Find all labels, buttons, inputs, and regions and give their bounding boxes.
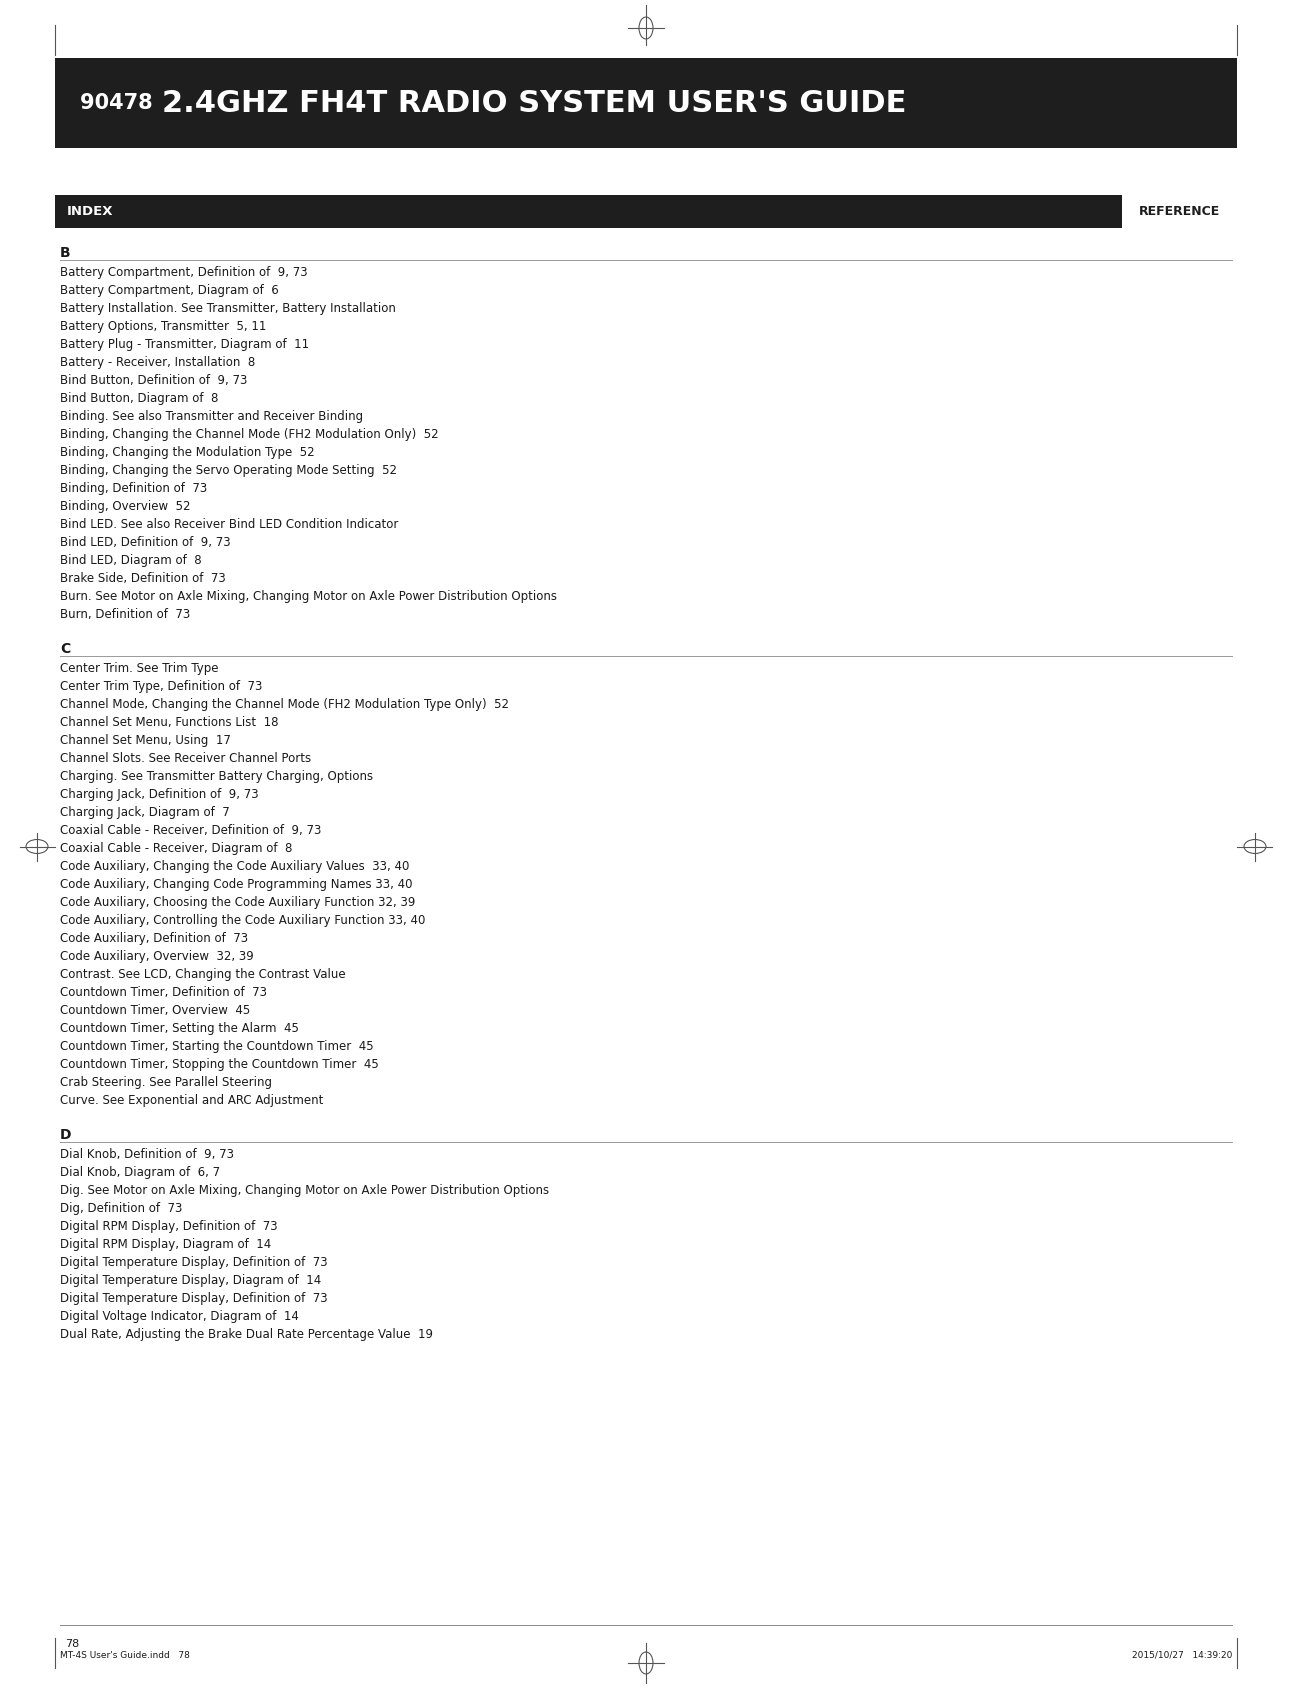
Text: Dig. See Motor on Axle Mixing, Changing Motor on Axle Power Distribution Options: Dig. See Motor on Axle Mixing, Changing … (59, 1183, 549, 1197)
Text: Countdown Timer, Overview  45: Countdown Timer, Overview 45 (59, 1004, 251, 1017)
Text: Countdown Timer, Setting the Alarm  45: Countdown Timer, Setting the Alarm 45 (59, 1023, 298, 1034)
Text: Charging. See Transmitter Battery Charging, Options: Charging. See Transmitter Battery Chargi… (59, 770, 373, 782)
Text: Bind Button, Definition of  9, 73: Bind Button, Definition of 9, 73 (59, 374, 247, 388)
Bar (56, 195, 1236, 229)
Text: Contrast. See LCD, Changing the Contrast Value: Contrast. See LCD, Changing the Contrast… (59, 968, 346, 980)
Text: Battery Installation. See Transmitter, Battery Installation: Battery Installation. See Transmitter, B… (59, 301, 395, 315)
Text: B: B (59, 245, 71, 261)
Bar (1121, 195, 1236, 229)
Text: Battery Compartment, Diagram of  6: Battery Compartment, Diagram of 6 (59, 284, 279, 296)
Bar (56, 58, 1236, 147)
Text: MT-4S User's Guide.indd   78: MT-4S User's Guide.indd 78 (59, 1651, 190, 1661)
Text: Digital Temperature Display, Definition of  73: Digital Temperature Display, Definition … (59, 1256, 328, 1270)
Text: Code Auxiliary, Choosing the Code Auxiliary Function 32, 39: Code Auxiliary, Choosing the Code Auxili… (59, 896, 415, 909)
Text: Channel Set Menu, Functions List  18: Channel Set Menu, Functions List 18 (59, 716, 279, 730)
Text: Channel Set Menu, Using  17: Channel Set Menu, Using 17 (59, 735, 231, 747)
Text: Dual Rate, Adjusting the Brake Dual Rate Percentage Value  19: Dual Rate, Adjusting the Brake Dual Rate… (59, 1327, 433, 1341)
Text: Countdown Timer, Starting the Countdown Timer  45: Countdown Timer, Starting the Countdown … (59, 1040, 373, 1053)
Text: 90478: 90478 (80, 93, 160, 113)
Text: Digital RPM Display, Diagram of  14: Digital RPM Display, Diagram of 14 (59, 1238, 271, 1251)
Text: Binding, Overview  52: Binding, Overview 52 (59, 499, 190, 513)
Text: Dial Knob, Definition of  9, 73: Dial Knob, Definition of 9, 73 (59, 1148, 234, 1161)
Text: Dig, Definition of  73: Dig, Definition of 73 (59, 1202, 182, 1216)
Text: Digital Temperature Display, Diagram of  14: Digital Temperature Display, Diagram of … (59, 1275, 322, 1287)
Text: Coaxial Cable - Receiver, Definition of  9, 73: Coaxial Cable - Receiver, Definition of … (59, 824, 322, 836)
Text: Binding. See also Transmitter and Receiver Binding: Binding. See also Transmitter and Receiv… (59, 410, 363, 423)
Text: C: C (59, 642, 70, 655)
Text: Burn, Definition of  73: Burn, Definition of 73 (59, 608, 190, 621)
Text: Binding, Changing the Channel Mode (FH2 Modulation Only)  52: Binding, Changing the Channel Mode (FH2 … (59, 428, 438, 440)
Text: Digital RPM Display, Definition of  73: Digital RPM Display, Definition of 73 (59, 1221, 278, 1233)
Text: Brake Side, Definition of  73: Brake Side, Definition of 73 (59, 572, 226, 586)
Text: Code Auxiliary, Definition of  73: Code Auxiliary, Definition of 73 (59, 933, 248, 945)
Text: Bind LED, Definition of  9, 73: Bind LED, Definition of 9, 73 (59, 537, 231, 549)
Text: Dial Knob, Diagram of  6, 7: Dial Knob, Diagram of 6, 7 (59, 1166, 220, 1178)
Text: Center Trim Type, Definition of  73: Center Trim Type, Definition of 73 (59, 681, 262, 692)
Text: Bind Button, Diagram of  8: Bind Button, Diagram of 8 (59, 393, 218, 405)
Text: D: D (59, 1128, 71, 1143)
Text: Channel Mode, Changing the Channel Mode (FH2 Modulation Type Only)  52: Channel Mode, Changing the Channel Mode … (59, 698, 509, 711)
Text: Charging Jack, Definition of  9, 73: Charging Jack, Definition of 9, 73 (59, 787, 258, 801)
Text: Code Auxiliary, Changing Code Programming Names 33, 40: Code Auxiliary, Changing Code Programmin… (59, 879, 412, 891)
Text: INDEX: INDEX (67, 205, 114, 218)
Text: 2.4GHZ FH4T RADIO SYSTEM USER'S GUIDE: 2.4GHZ FH4T RADIO SYSTEM USER'S GUIDE (162, 88, 907, 117)
Text: Crab Steering. See Parallel Steering: Crab Steering. See Parallel Steering (59, 1077, 273, 1089)
Text: Coaxial Cable - Receiver, Diagram of  8: Coaxial Cable - Receiver, Diagram of 8 (59, 841, 292, 855)
Text: 2015/10/27   14:39:20: 2015/10/27 14:39:20 (1132, 1651, 1233, 1661)
Text: Code Auxiliary, Overview  32, 39: Code Auxiliary, Overview 32, 39 (59, 950, 253, 963)
Text: Bind LED. See also Receiver Bind LED Condition Indicator: Bind LED. See also Receiver Bind LED Con… (59, 518, 398, 532)
Text: Battery Plug - Transmitter, Diagram of  11: Battery Plug - Transmitter, Diagram of 1… (59, 339, 309, 350)
Text: Binding, Changing the Modulation Type  52: Binding, Changing the Modulation Type 52 (59, 445, 315, 459)
Text: Curve. See Exponential and ARC Adjustment: Curve. See Exponential and ARC Adjustmen… (59, 1094, 323, 1107)
Text: Digital Temperature Display, Definition of  73: Digital Temperature Display, Definition … (59, 1292, 328, 1305)
Text: Charging Jack, Diagram of  7: Charging Jack, Diagram of 7 (59, 806, 230, 819)
Text: Countdown Timer, Definition of  73: Countdown Timer, Definition of 73 (59, 985, 267, 999)
Text: Center Trim. See Trim Type: Center Trim. See Trim Type (59, 662, 218, 676)
Text: Channel Slots. See Receiver Channel Ports: Channel Slots. See Receiver Channel Port… (59, 752, 311, 765)
Text: Code Auxiliary, Changing the Code Auxiliary Values  33, 40: Code Auxiliary, Changing the Code Auxili… (59, 860, 410, 874)
Text: 78: 78 (65, 1639, 79, 1649)
Text: Burn. See Motor on Axle Mixing, Changing Motor on Axle Power Distribution Option: Burn. See Motor on Axle Mixing, Changing… (59, 589, 557, 603)
Text: Battery Options, Transmitter  5, 11: Battery Options, Transmitter 5, 11 (59, 320, 266, 334)
Text: Bind LED, Diagram of  8: Bind LED, Diagram of 8 (59, 554, 202, 567)
Text: Code Auxiliary, Controlling the Code Auxiliary Function 33, 40: Code Auxiliary, Controlling the Code Aux… (59, 914, 425, 928)
Text: Digital Voltage Indicator, Diagram of  14: Digital Voltage Indicator, Diagram of 14 (59, 1310, 298, 1322)
Text: Binding, Changing the Servo Operating Mode Setting  52: Binding, Changing the Servo Operating Mo… (59, 464, 397, 477)
Text: Countdown Timer, Stopping the Countdown Timer  45: Countdown Timer, Stopping the Countdown … (59, 1058, 379, 1072)
Text: Binding, Definition of  73: Binding, Definition of 73 (59, 483, 207, 494)
Text: Battery Compartment, Definition of  9, 73: Battery Compartment, Definition of 9, 73 (59, 266, 307, 279)
Text: REFERENCE: REFERENCE (1138, 205, 1220, 218)
Text: Battery - Receiver, Installation  8: Battery - Receiver, Installation 8 (59, 356, 256, 369)
